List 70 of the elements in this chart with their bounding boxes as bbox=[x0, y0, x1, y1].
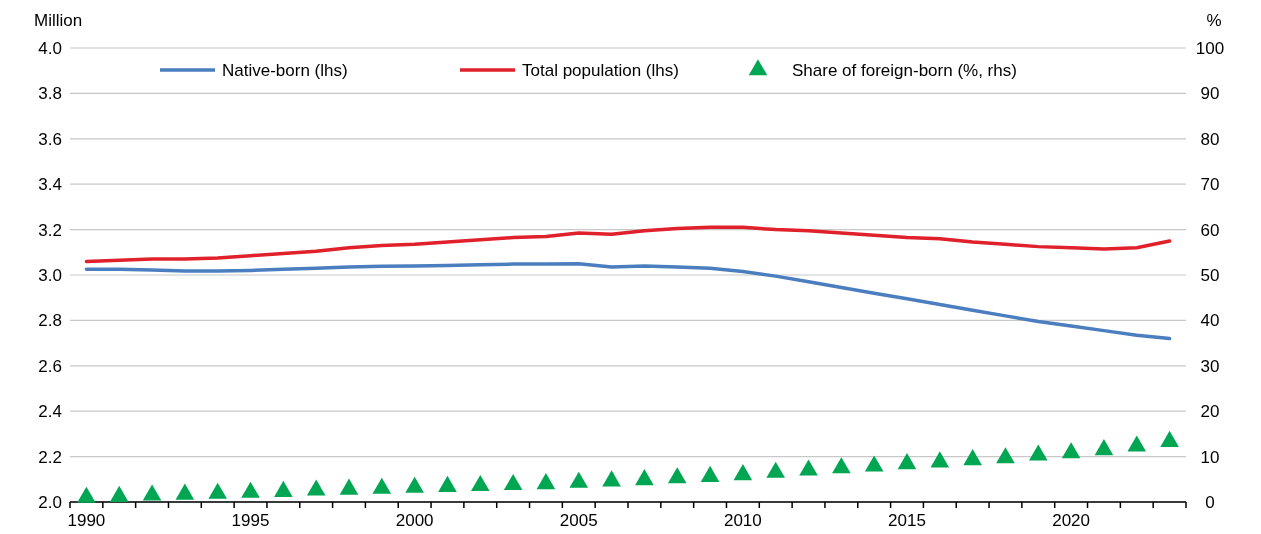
line-series bbox=[84, 225, 1172, 264]
point bbox=[503, 474, 523, 491]
y-tick-label: 2.8 bbox=[38, 311, 62, 331]
y2-tick-label: 80 bbox=[1200, 129, 1220, 149]
point bbox=[799, 459, 818, 476]
y2-tick-label: 40 bbox=[1200, 311, 1220, 331]
point bbox=[1127, 435, 1147, 452]
y-tick-label: 2.2 bbox=[38, 447, 62, 467]
point bbox=[832, 457, 851, 474]
point bbox=[930, 451, 950, 468]
legend-label: Share of foreign-born (%, rhs) bbox=[792, 60, 1017, 80]
point bbox=[77, 486, 96, 503]
point bbox=[142, 484, 162, 501]
point bbox=[864, 455, 884, 472]
legend-label: Total population (lhs) bbox=[522, 60, 679, 80]
point bbox=[175, 483, 195, 500]
x-tick-label: 2015 bbox=[888, 511, 926, 530]
y-tick-label: 3.6 bbox=[38, 129, 62, 149]
point bbox=[306, 479, 326, 496]
line-series bbox=[84, 261, 1172, 341]
y2-tick-label: 10 bbox=[1200, 447, 1220, 467]
point bbox=[274, 480, 293, 497]
y2-axis-title: % bbox=[1206, 11, 1222, 30]
point bbox=[963, 449, 982, 466]
y2-tick-label: 90 bbox=[1200, 84, 1220, 104]
point bbox=[1028, 444, 1048, 461]
point bbox=[470, 474, 490, 492]
x-tick-label: 1990 bbox=[67, 511, 106, 530]
y2-tick-label: 100 bbox=[1195, 38, 1225, 58]
y-tick-label: 4.0 bbox=[38, 38, 62, 58]
y-tick-label: 2.0 bbox=[38, 492, 62, 512]
point bbox=[1061, 442, 1081, 459]
y2-tick-label: 0 bbox=[1205, 492, 1215, 512]
point bbox=[1094, 439, 1114, 456]
x-tick-label: 2005 bbox=[559, 511, 598, 530]
y-tick-label: 2.4 bbox=[38, 402, 62, 422]
point bbox=[996, 447, 1015, 464]
point bbox=[602, 470, 621, 487]
y-axis-title: Million bbox=[34, 11, 83, 30]
point bbox=[208, 482, 228, 499]
point bbox=[667, 467, 687, 484]
point bbox=[635, 469, 654, 486]
y2-tick-label: 20 bbox=[1200, 402, 1220, 422]
point bbox=[766, 461, 786, 478]
y-tick-label: 3.0 bbox=[38, 265, 62, 285]
point bbox=[733, 464, 753, 481]
point bbox=[241, 481, 260, 498]
point bbox=[109, 485, 129, 502]
x-tick-label: 1995 bbox=[231, 511, 270, 530]
x-tick-label: 2020 bbox=[1052, 511, 1091, 530]
y-tick-label: 3.4 bbox=[38, 175, 62, 195]
y-tick-label: 3.2 bbox=[38, 220, 62, 240]
x-tick-label: 2000 bbox=[395, 511, 434, 530]
point bbox=[897, 453, 917, 470]
y2-tick-label: 30 bbox=[1200, 356, 1220, 376]
point bbox=[372, 477, 392, 494]
legend-label: Native-born (lhs) bbox=[222, 60, 348, 80]
x-tick-label: 2010 bbox=[723, 511, 762, 530]
point bbox=[438, 475, 457, 492]
y2-tick-label: 50 bbox=[1200, 265, 1220, 285]
y-tick-label: 3.8 bbox=[38, 84, 62, 104]
point bbox=[536, 473, 556, 490]
y2-tick-label: 70 bbox=[1200, 175, 1220, 195]
point bbox=[405, 476, 424, 493]
point bbox=[700, 465, 720, 482]
point bbox=[569, 471, 589, 488]
y-tick-label: 2.6 bbox=[38, 356, 62, 376]
y2-tick-label: 60 bbox=[1200, 220, 1220, 240]
point bbox=[339, 478, 359, 495]
point bbox=[1160, 430, 1179, 447]
